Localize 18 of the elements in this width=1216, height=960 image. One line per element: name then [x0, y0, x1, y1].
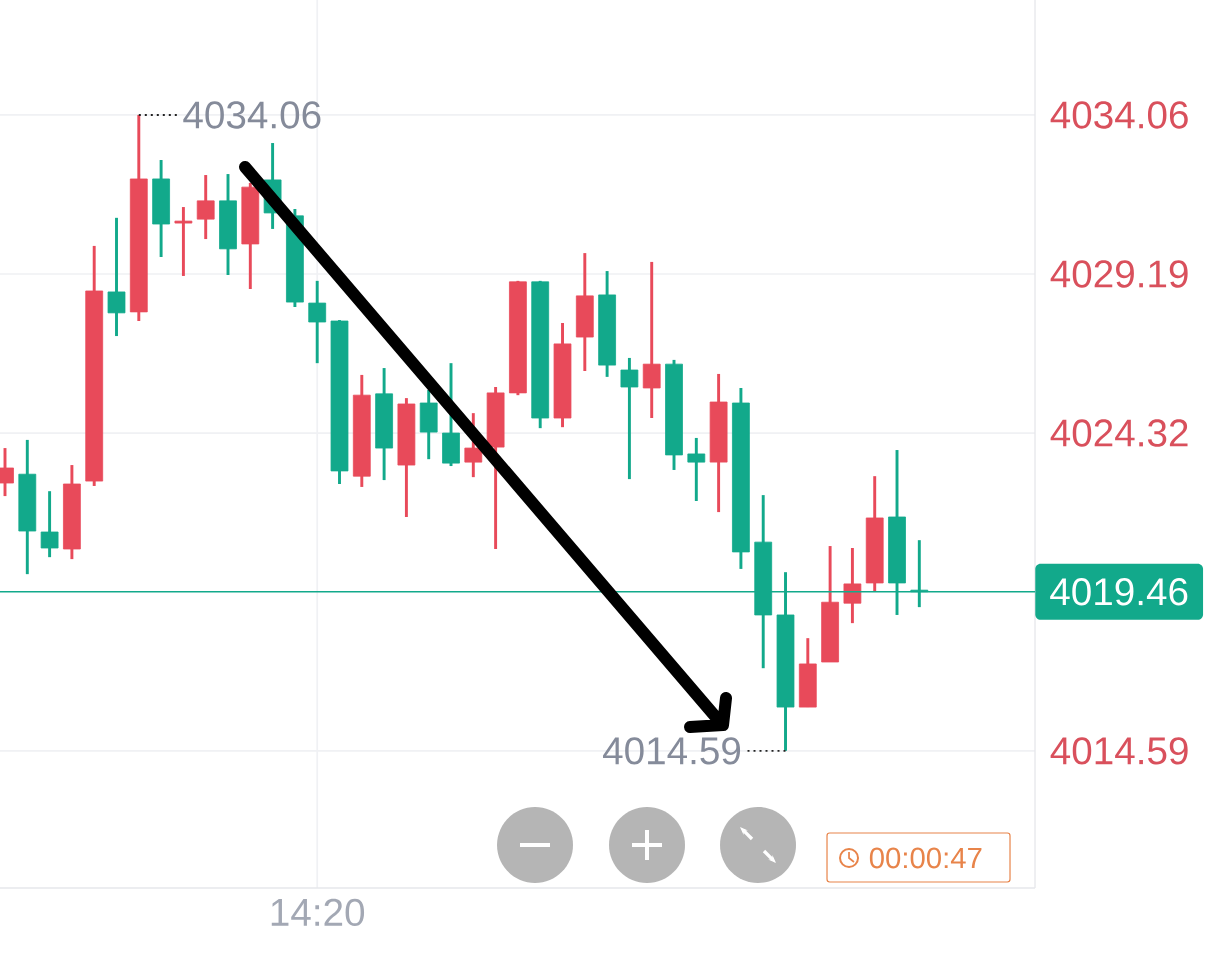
candlestick — [40, 489, 59, 559]
y-tick-label: 4014.59 — [1050, 737, 1188, 765]
x-tick-label: 14:20 — [271, 898, 365, 927]
candlestick — [174, 205, 193, 278]
annotation: 00:00:47 — [869, 847, 982, 869]
annotation: 4034.06 — [183, 101, 321, 129]
y-tick-label: 4034.06 — [1050, 101, 1188, 129]
ref-line-label: 4019.46 — [1050, 578, 1188, 606]
candlestick — [196, 173, 215, 241]
y-tick-label: 4024.32 — [1050, 419, 1188, 447]
y-tick-label: 4029.19 — [1050, 260, 1188, 288]
candlestick — [620, 356, 639, 481]
candlestick — [308, 279, 327, 365]
candlestick — [843, 546, 862, 625]
candlestick — [687, 436, 706, 503]
candlestick — [642, 260, 661, 420]
candlestick — [107, 216, 126, 338]
annotation: 4014.59 — [603, 737, 741, 765]
